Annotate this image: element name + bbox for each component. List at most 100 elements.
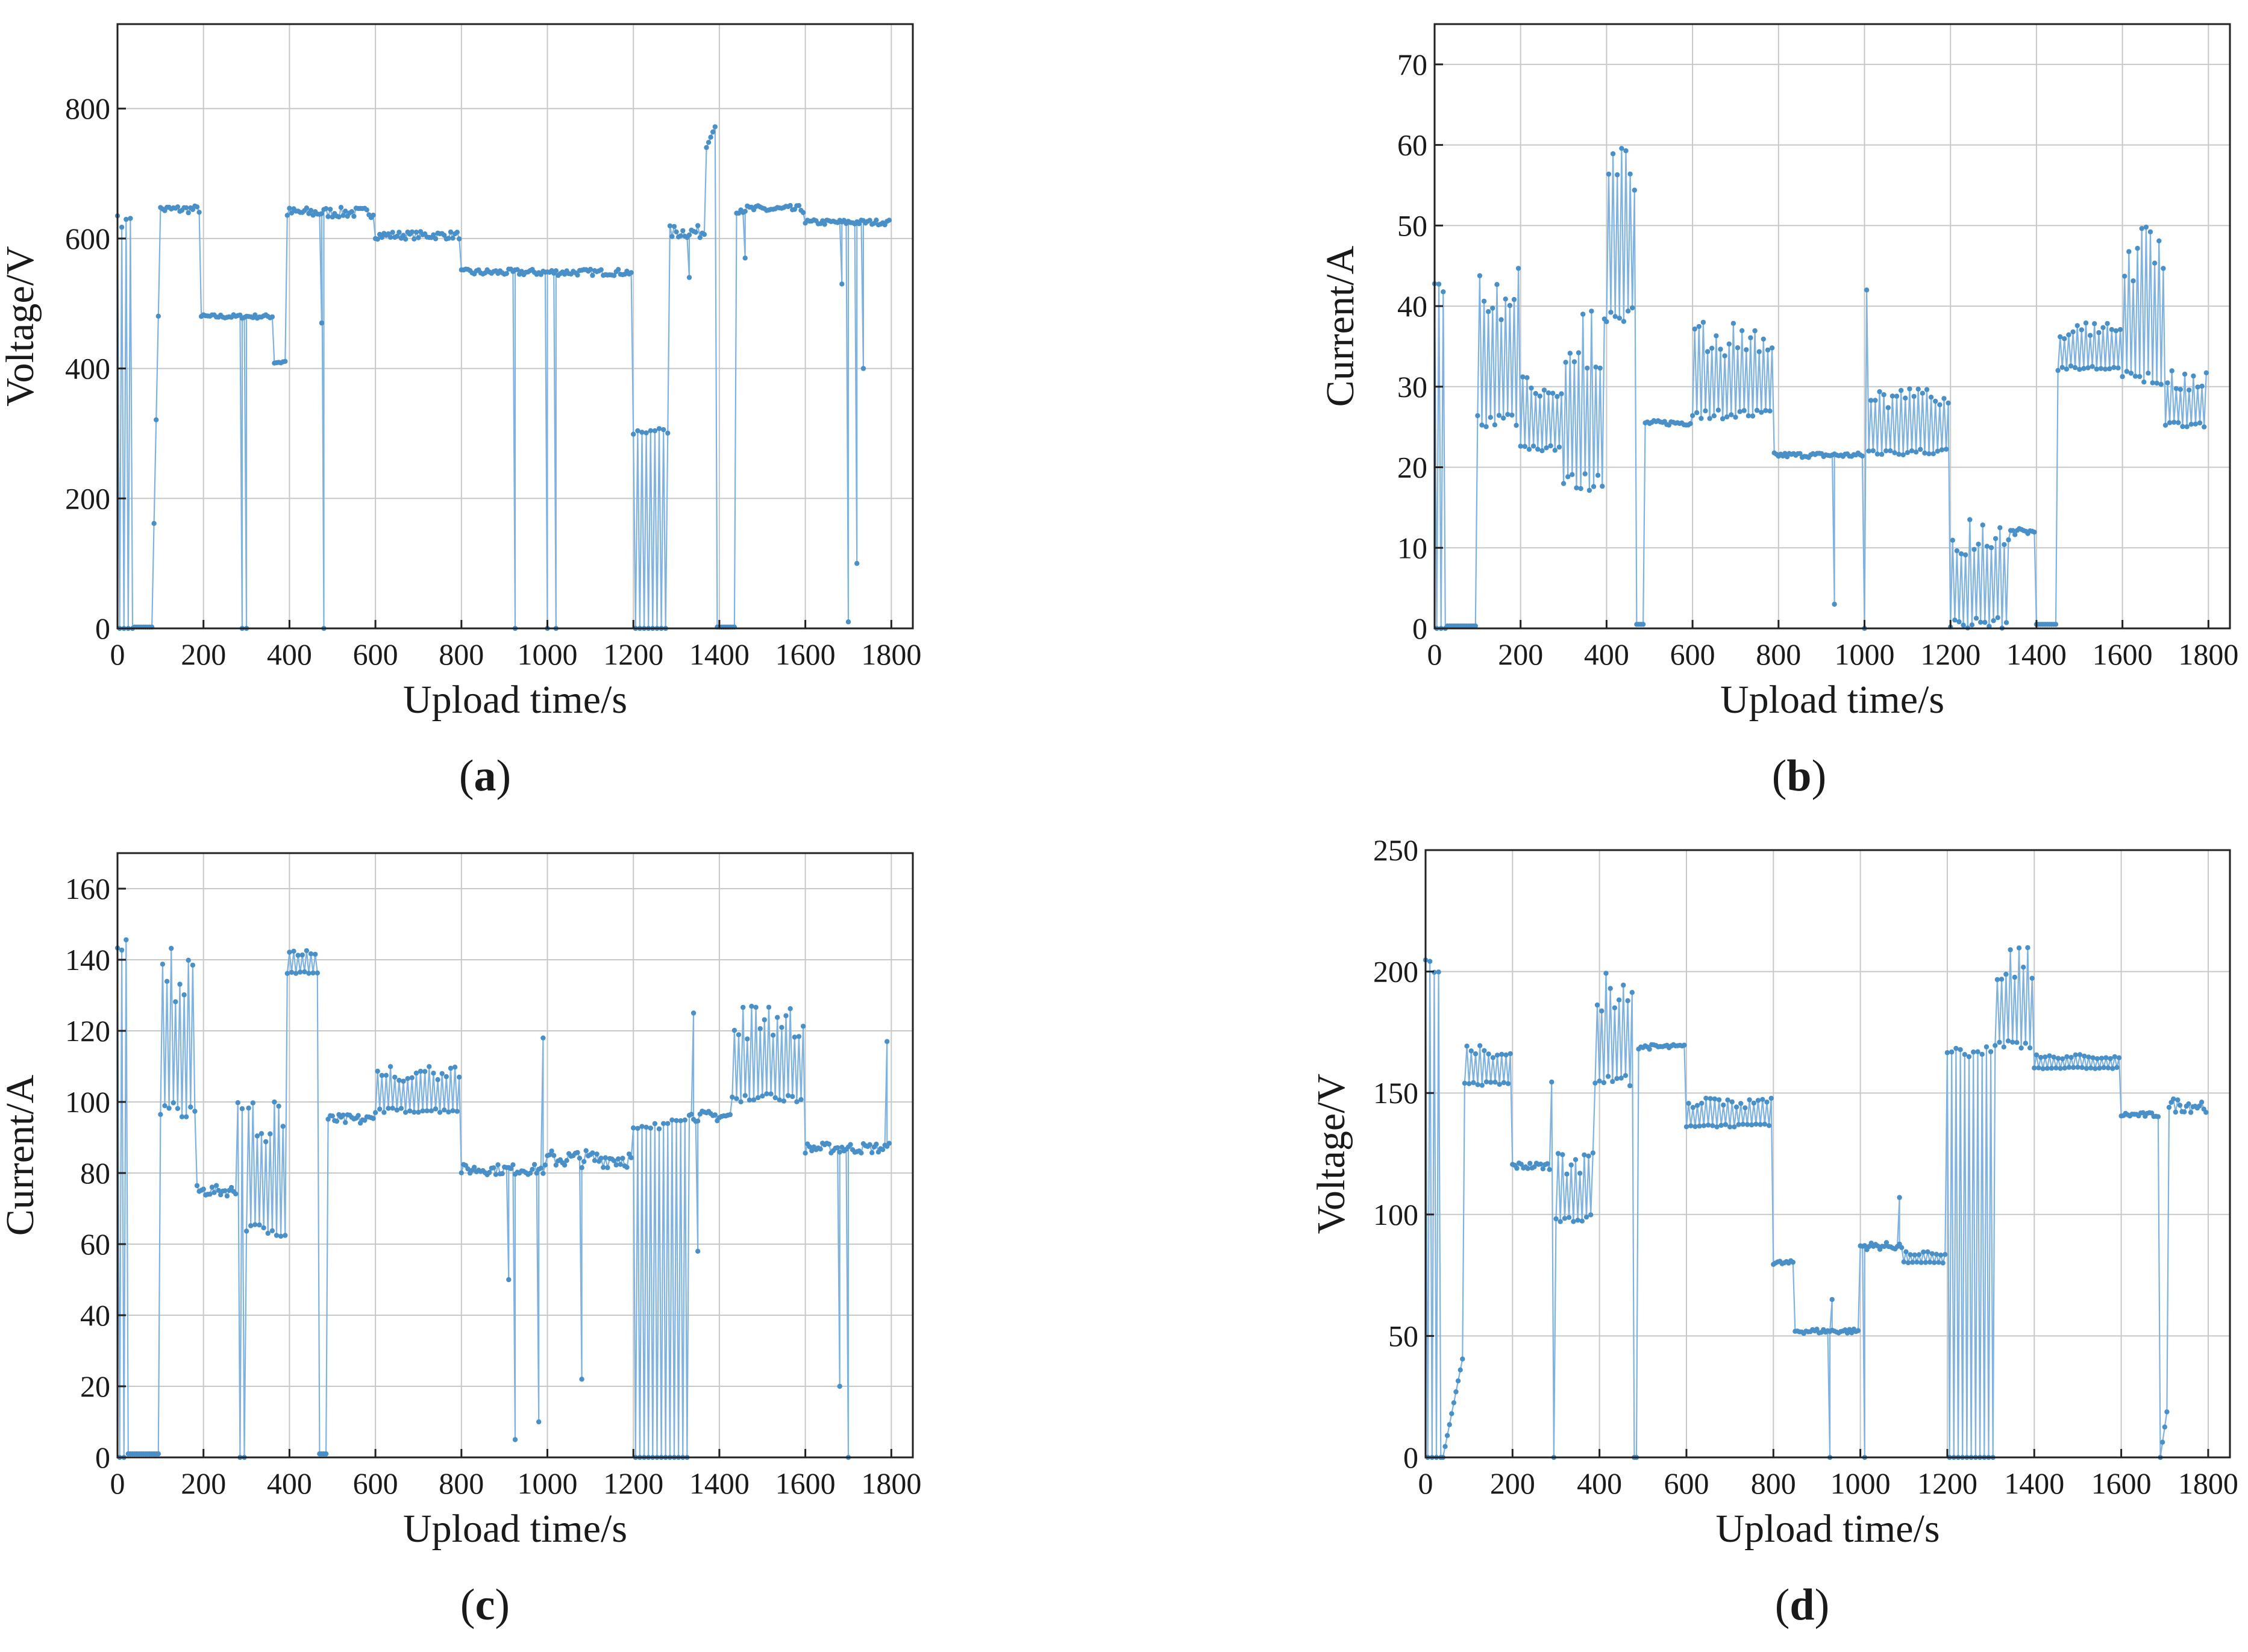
data-point — [192, 1109, 198, 1114]
data-point — [611, 1158, 617, 1163]
data-point — [1761, 336, 1766, 342]
data-point — [2077, 366, 2082, 372]
data-point — [583, 1148, 589, 1153]
y-tick-label: 100 — [1373, 1198, 1418, 1231]
data-point — [1594, 1002, 1600, 1008]
data-point — [2128, 371, 2134, 376]
x-tick-label: 1600 — [2091, 1466, 2152, 1500]
data-point — [2147, 229, 2153, 234]
x-tick-label: 1600 — [775, 1466, 836, 1500]
data-point — [2177, 1103, 2183, 1108]
data-point — [1541, 387, 1547, 393]
data-point — [2049, 1065, 2055, 1071]
data-point — [379, 1072, 384, 1078]
data-point — [1527, 1160, 1533, 1166]
data-point — [2038, 1054, 2044, 1060]
data-point — [701, 231, 707, 237]
data-point — [1575, 1218, 1580, 1223]
data-point — [181, 992, 187, 998]
data-point — [1748, 335, 1753, 340]
series-points — [114, 124, 892, 631]
x-tick-label: 800 — [439, 1466, 484, 1500]
data-point — [1971, 1049, 1976, 1055]
data-point — [1682, 1042, 1687, 1048]
data-point — [2199, 1100, 2205, 1105]
data-point — [1451, 1400, 1457, 1406]
data-point — [2012, 974, 2017, 980]
data-point — [1535, 446, 1541, 452]
data-point — [306, 971, 312, 976]
data-point — [2075, 1065, 2080, 1070]
data-point — [1962, 1052, 1967, 1057]
data-point — [631, 1125, 636, 1131]
data-point — [1699, 416, 1704, 421]
data-point — [1537, 393, 1542, 399]
data-point — [1874, 451, 1880, 457]
data-point — [413, 1070, 419, 1076]
data-point — [1759, 410, 1764, 415]
data-point — [392, 1074, 398, 1080]
data-point — [1909, 448, 1915, 454]
data-point — [1618, 1075, 1624, 1081]
y-tick-label: 160 — [65, 872, 110, 906]
data-point — [1928, 395, 1934, 400]
data-point — [1958, 551, 1964, 557]
data-point — [620, 1156, 625, 1161]
data-point — [1630, 305, 1635, 311]
data-point — [1710, 1123, 1715, 1128]
data-point — [233, 1191, 239, 1197]
data-point — [1564, 1171, 1570, 1177]
data-point — [2122, 274, 2127, 279]
x-tick-label: 800 — [1756, 637, 1801, 671]
data-point — [1604, 319, 1609, 325]
data-point — [1436, 281, 1442, 287]
data-point — [652, 1121, 658, 1127]
data-point — [1767, 408, 1773, 414]
data-point — [2115, 365, 2121, 371]
data-point — [2146, 371, 2151, 376]
data-point — [506, 1277, 512, 1283]
data-point — [1526, 446, 1532, 452]
data-point — [272, 1099, 277, 1105]
data-point — [487, 1169, 492, 1175]
data-point — [452, 1065, 458, 1070]
data-point — [304, 948, 310, 954]
data-point — [1913, 449, 1919, 455]
data-point — [1740, 1121, 1745, 1127]
data-point — [527, 1171, 533, 1176]
series-points — [1423, 945, 2209, 1460]
data-point — [1600, 483, 1605, 489]
y-axis-label: Current/A — [0, 1074, 42, 1236]
data-point — [2005, 1038, 2011, 1043]
data-point — [207, 1191, 213, 1197]
data-point — [656, 426, 662, 431]
data-point — [1762, 1121, 1768, 1127]
data-point — [768, 1091, 774, 1097]
data-point — [1473, 623, 1478, 629]
data-point — [1769, 345, 1775, 351]
data-point — [265, 1230, 271, 1236]
data-point — [508, 1166, 514, 1171]
data-point — [753, 1004, 759, 1010]
data-point — [283, 358, 288, 364]
data-point — [433, 1106, 439, 1112]
data-point — [315, 970, 320, 976]
data-point — [686, 275, 692, 280]
data-point — [209, 1184, 215, 1190]
data-point — [661, 1121, 666, 1126]
x-axis-label: Upload time/s — [1720, 678, 1944, 722]
data-point — [1936, 1260, 1941, 1265]
data-point — [1555, 393, 1560, 399]
data-point — [334, 1118, 340, 1124]
data-point — [2114, 1065, 2120, 1070]
data-point — [284, 213, 290, 218]
x-tick-label: 200 — [1498, 637, 1543, 671]
data-point — [695, 223, 701, 228]
panel-caption: (a) — [459, 751, 511, 801]
data-point — [1582, 471, 1588, 477]
data-point — [450, 1108, 456, 1113]
x-tick-label: 800 — [439, 637, 484, 671]
data-point — [1742, 1105, 1748, 1110]
data-point — [457, 236, 462, 242]
data-point — [695, 1248, 701, 1254]
